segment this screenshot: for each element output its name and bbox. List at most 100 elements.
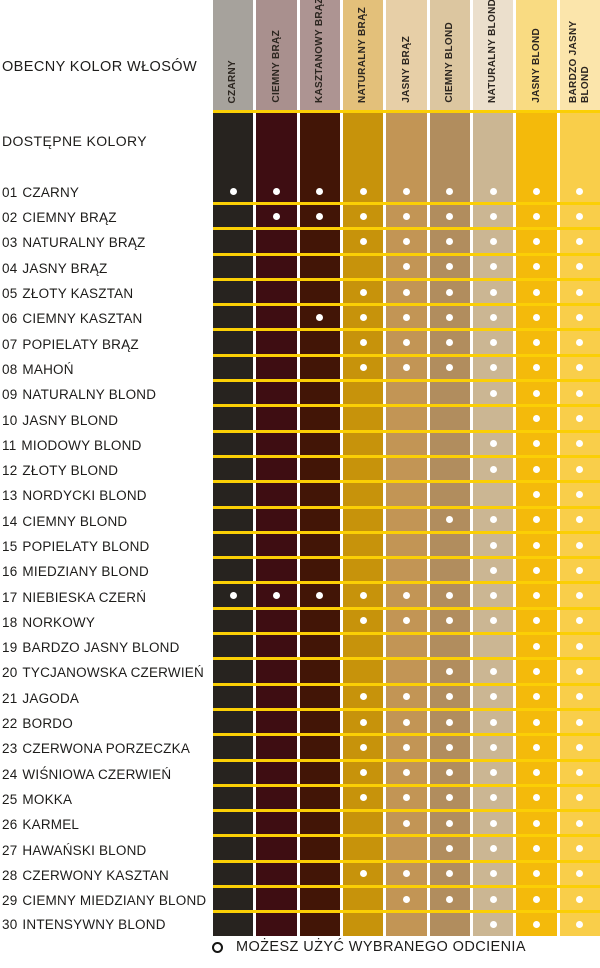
grid-cell	[342, 113, 384, 202]
compatibility-dot	[532, 465, 540, 473]
compatibility-dot	[402, 617, 410, 625]
compatibility-dot	[532, 819, 540, 827]
row-cells	[213, 432, 600, 458]
compatibility-dot	[359, 870, 367, 878]
compatibility-dot	[359, 313, 367, 321]
grid-cell	[256, 635, 297, 658]
compatibility-dot	[272, 188, 280, 195]
compatibility-dot	[359, 693, 367, 701]
compatibility-dot	[359, 339, 367, 347]
grid-cell	[559, 457, 600, 481]
grid-cell	[429, 230, 470, 253]
compatibility-dot	[316, 188, 324, 195]
grid-cell	[256, 837, 297, 860]
row-label: 25 MOKKA	[0, 787, 213, 812]
row-label: 11 MIODOWY BLOND	[0, 433, 213, 458]
compatibility-dot	[489, 769, 497, 777]
row-label: 23 CZERWONA PORZECZKA	[0, 736, 213, 761]
compatibility-dot	[446, 263, 454, 271]
row-label: 14 CIEMNY BLOND	[0, 509, 213, 534]
grid-cell	[516, 255, 557, 278]
compatibility-dot	[446, 769, 454, 777]
compatibility-dot	[446, 870, 454, 878]
row-number: 13	[2, 488, 18, 504]
column-header: NATURALNY BRĄZ	[342, 0, 384, 110]
compatibility-dot	[402, 592, 410, 600]
column-headers: CZARNY CIEMNY BRĄZ KASZTANOWY BRĄZ NATURALN…	[213, 0, 600, 110]
grid-cell	[342, 205, 384, 228]
grid-cell	[516, 205, 557, 228]
grid-cell	[256, 331, 297, 354]
compatibility-dot	[402, 364, 410, 372]
column-header-label: NATURALNY BLOND	[487, 0, 499, 103]
compatibility-dot	[359, 212, 367, 220]
compatibility-dot	[576, 642, 584, 650]
grid-cell	[386, 432, 427, 455]
grid-cell	[559, 432, 600, 455]
grid-cell	[213, 584, 254, 607]
row-cells	[213, 888, 600, 914]
grid-cell	[213, 205, 254, 228]
grid-cell	[429, 432, 470, 455]
grid-cell	[429, 255, 470, 278]
compatibility-dot	[446, 592, 454, 600]
row-cells	[213, 483, 600, 509]
compatibility-dot	[532, 490, 540, 498]
grid-cell	[213, 660, 254, 683]
row-number: 15	[2, 539, 18, 554]
row-label: 15 POPIELATY BLOND	[0, 534, 213, 559]
grid-cell	[342, 812, 384, 835]
row-name: ZŁOTY BLOND	[22, 463, 119, 479]
row-number: 26	[2, 817, 18, 833]
row-cells	[213, 736, 600, 762]
compatibility-dot	[576, 288, 584, 296]
grid-cell	[342, 255, 384, 278]
compatibility-dot	[532, 288, 540, 296]
grid-cell	[386, 584, 427, 607]
row-cells	[213, 230, 600, 256]
row-number: 30	[2, 916, 18, 932]
compatibility-dot	[576, 364, 584, 372]
grid-cell	[342, 331, 384, 354]
grid-cell	[299, 432, 340, 455]
grid-cell	[429, 382, 470, 405]
compatibility-dot	[576, 516, 584, 524]
grid-cell	[386, 559, 427, 582]
column-header-label: CIEMNY BRĄZ	[270, 30, 282, 103]
grid-cell	[213, 609, 254, 633]
row-name: CZERWONY KASZTAN	[22, 867, 169, 883]
grid-cell	[429, 356, 470, 380]
grid-cell	[516, 306, 557, 329]
grid-cell	[386, 205, 427, 228]
grid-cell	[559, 407, 600, 430]
grid-cell	[386, 356, 427, 380]
row-name: POPIELATY BRĄZ	[22, 336, 139, 352]
grid-cell	[299, 508, 340, 531]
grid-cell	[559, 862, 600, 886]
grid-cell	[472, 113, 514, 202]
grid-cell	[516, 113, 557, 202]
row-name: CIEMNY BRĄZ	[22, 210, 117, 226]
grid-cell	[386, 533, 427, 557]
compatibility-dot	[402, 188, 410, 195]
row-number: 25	[2, 791, 18, 807]
row-cells	[213, 660, 600, 686]
grid-cell	[472, 786, 514, 810]
grid-cell	[516, 432, 557, 455]
row-label: 28 CZERWONY KASZTAN	[0, 863, 213, 888]
row-name: JAGODA	[22, 690, 80, 706]
row-name: WIŚNIOWA CZERWIEŃ	[22, 766, 172, 782]
compatibility-dot	[576, 718, 584, 726]
compatibility-dot	[446, 819, 454, 827]
compatibility-dot	[446, 237, 454, 245]
row-number: 21	[2, 690, 18, 706]
row-number: 14	[2, 513, 18, 529]
grid-cell	[299, 407, 340, 430]
compatibility-dot	[532, 617, 540, 625]
row-name: JASNY BRĄZ	[22, 260, 108, 276]
row-name: NATURALNY BRĄZ	[22, 235, 146, 251]
table-row: 19 BARDZO JASNY BLOND	[0, 635, 600, 661]
grid-cell	[213, 407, 254, 430]
compatibility-dot	[489, 819, 497, 827]
